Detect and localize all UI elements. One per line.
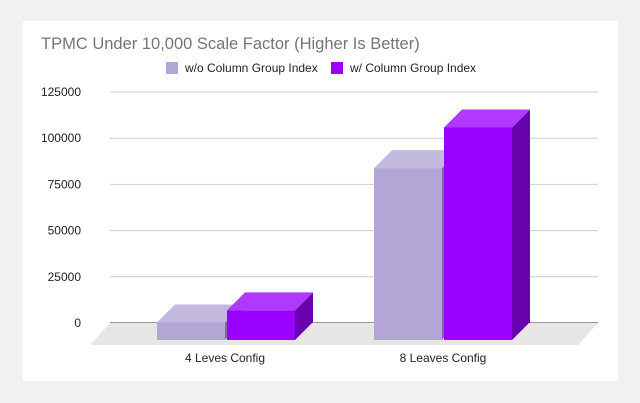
y-tick-label: 100000 (41, 131, 81, 145)
legend-label-without-index: w/o Column Group Index (184, 61, 318, 75)
bar-top (444, 109, 530, 128)
y-tick-label: 25000 (48, 270, 82, 284)
bar (444, 109, 530, 340)
bar-front (227, 310, 295, 340)
y-axis-labels: 0 25000 50000 75000 100000 125000 (41, 85, 81, 330)
bars (157, 109, 530, 340)
bar-chart: TPMC Under 10,000 Scale Factor (Higher I… (41, 35, 598, 365)
bar-front (444, 127, 512, 340)
legend-swatch-with-index (331, 62, 343, 74)
bar-top (227, 292, 313, 311)
x-category-label: 4 Leves Config (185, 351, 265, 365)
y-tick-label: 125000 (41, 85, 81, 99)
y-tick-label: 75000 (48, 177, 82, 191)
bar-side (295, 292, 313, 340)
legend-label-with-index: w/ Column Group Index (349, 61, 476, 75)
legend: w/o Column Group Index w/ Column Group I… (166, 61, 476, 75)
legend-swatch-without-index (166, 62, 178, 74)
y-tick-label: 0 (74, 316, 81, 330)
x-category-label: 8 Leaves Config (400, 351, 487, 365)
bar-front (157, 322, 225, 340)
bar-side (512, 109, 530, 340)
chart-card: TPMC Under 10,000 Scale Factor (Higher I… (23, 21, 618, 381)
chart-title: TPMC Under 10,000 Scale Factor (Higher I… (41, 35, 420, 53)
x-axis-labels: 4 Leves Config 8 Leaves Config (185, 351, 486, 365)
bar-top (374, 150, 460, 169)
y-tick-label: 50000 (48, 224, 82, 238)
bar-top (157, 304, 243, 323)
bar-front (374, 168, 442, 340)
bar (227, 292, 313, 340)
